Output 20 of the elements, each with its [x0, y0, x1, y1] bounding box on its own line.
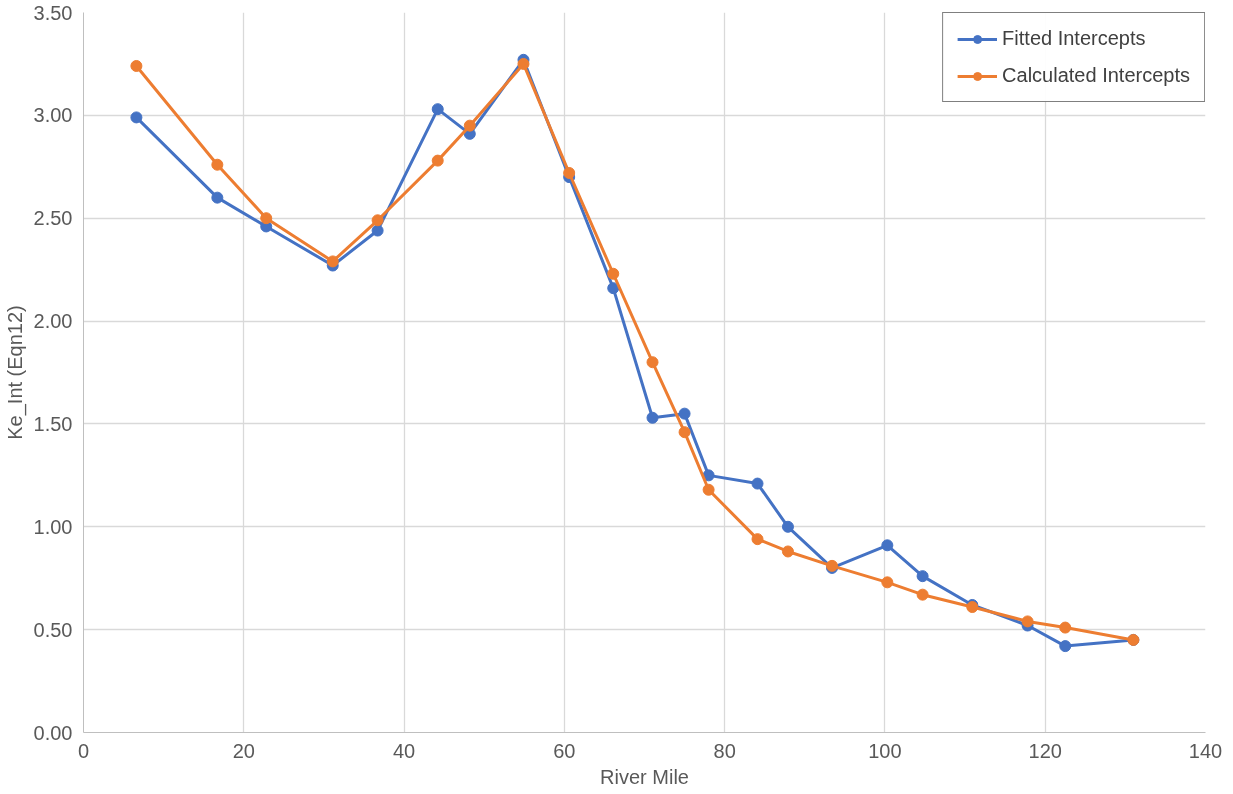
x-tick-label: 120	[1028, 739, 1062, 762]
y-axis-title: Ke_Int (Eqn12)	[3, 305, 27, 440]
x-tick-label: 20	[232, 739, 255, 762]
x-tick-label: 140	[1188, 739, 1223, 762]
y-tick-label: 2.00	[33, 310, 73, 333]
y-tick-label: 3.50	[33, 1, 73, 24]
y-tick-label: 2.50	[33, 207, 73, 230]
y-tick-label: 0.00	[33, 721, 73, 744]
x-tick-label: 0	[77, 739, 90, 762]
y-tick-label: 3.00	[33, 104, 73, 127]
x-tick-label: 40	[392, 739, 416, 762]
x-axis-title: River Mile	[600, 765, 689, 788]
x-tick-label: 100	[868, 739, 902, 762]
y-tick-label: 1.50	[33, 412, 73, 435]
y-tick-label: 0.50	[33, 618, 73, 641]
legend-label: Calculated Intercepts	[1002, 64, 1190, 87]
x-tick-label: 60	[553, 739, 576, 762]
x-tick-label: 80	[713, 739, 736, 762]
legend-label: Fitted Intercepts	[1002, 27, 1146, 50]
y-tick-label: 1.00	[33, 515, 73, 538]
